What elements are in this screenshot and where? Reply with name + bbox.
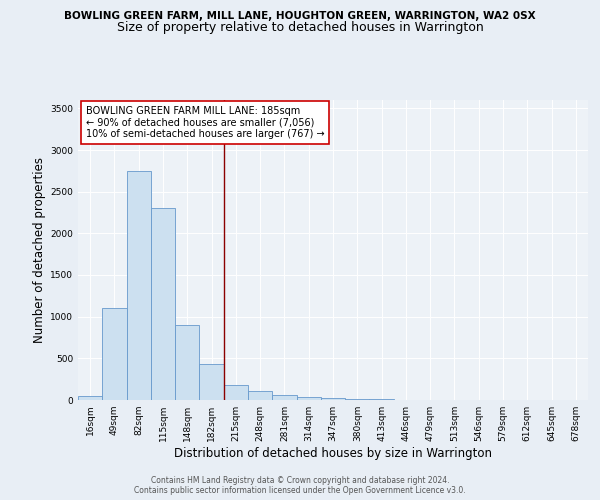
Bar — [127, 171, 151, 400]
Bar — [78, 396, 102, 400]
Text: Contains HM Land Registry data © Crown copyright and database right 2024.: Contains HM Land Registry data © Crown c… — [151, 476, 449, 485]
Y-axis label: Number of detached properties: Number of detached properties — [33, 157, 46, 343]
Bar — [272, 394, 296, 400]
Bar — [345, 398, 370, 400]
Bar — [370, 399, 394, 400]
Text: Size of property relative to detached houses in Warrington: Size of property relative to detached ho… — [116, 21, 484, 34]
Text: BOWLING GREEN FARM, MILL LANE, HOUGHTON GREEN, WARRINGTON, WA2 0SX: BOWLING GREEN FARM, MILL LANE, HOUGHTON … — [64, 11, 536, 21]
Bar — [321, 398, 345, 400]
Bar — [296, 396, 321, 400]
Bar — [151, 208, 175, 400]
Bar — [102, 308, 127, 400]
Bar — [248, 391, 272, 400]
Bar — [175, 325, 199, 400]
Bar — [199, 364, 224, 400]
X-axis label: Distribution of detached houses by size in Warrington: Distribution of detached houses by size … — [174, 447, 492, 460]
Text: Contains public sector information licensed under the Open Government Licence v3: Contains public sector information licen… — [134, 486, 466, 495]
Bar — [224, 384, 248, 400]
Text: BOWLING GREEN FARM MILL LANE: 185sqm
← 90% of detached houses are smaller (7,056: BOWLING GREEN FARM MILL LANE: 185sqm ← 9… — [86, 106, 324, 139]
